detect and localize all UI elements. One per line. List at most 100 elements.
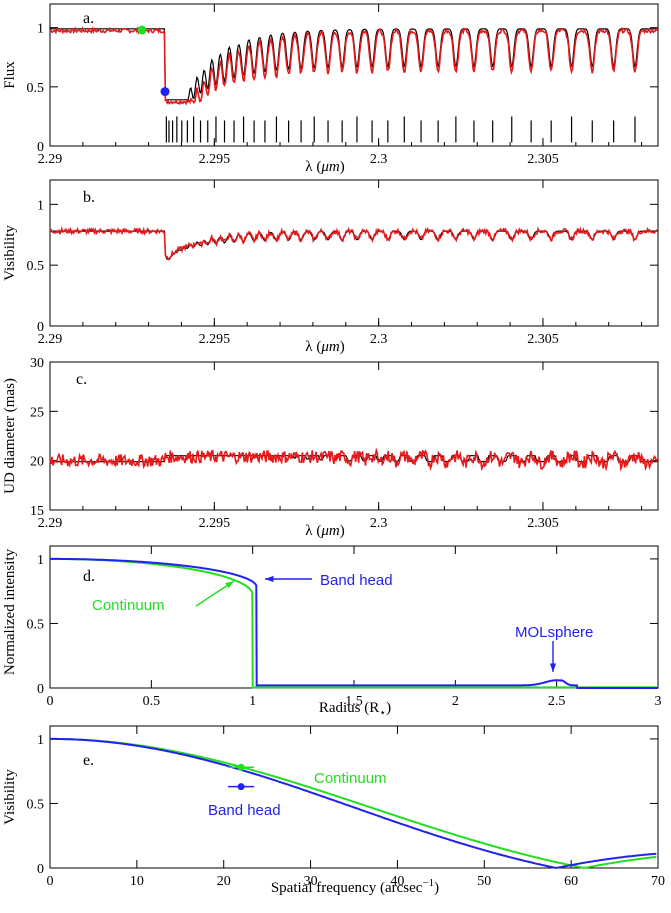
- x-tick-label: 2.3: [370, 152, 388, 167]
- xlabel-lambda: λ (: [305, 159, 321, 175]
- xlabel-spatial: Spatial frequency (arcsec: [271, 880, 423, 896]
- panel-a-letter: a.: [83, 10, 94, 27]
- panel-c-ylabel: UD diameter (mas): [2, 378, 18, 494]
- panel-e-xlabel: Spatial frequency (arcsec−1): [271, 877, 439, 896]
- measured-point: [237, 783, 245, 791]
- annotation-e-continuum: Continuum: [314, 770, 387, 787]
- x-tick-label: 1.5: [345, 694, 363, 709]
- panel-a-ylabel: Flux: [2, 61, 18, 89]
- panel-b-xlabel: λ (μm): [305, 339, 344, 355]
- x-tick-label: 2: [452, 694, 459, 709]
- annotation-molsphere: MOLsphere: [515, 624, 593, 641]
- marker-point: [160, 87, 170, 97]
- y-tick-label: 0.5: [27, 259, 45, 274]
- y-tick-label: 0: [37, 682, 44, 697]
- panel-d-letter: d.: [83, 568, 95, 585]
- x-tick-label: 2.3: [370, 516, 388, 531]
- panel-e-visibility-function: e. Visibility Spatial frequency (arcsec−…: [2, 725, 665, 896]
- x-tick-label: 2.3: [370, 332, 388, 347]
- y-tick-label: 0.5: [27, 797, 45, 812]
- xlabel-radius-sub: ⋆: [379, 707, 386, 719]
- panel-d-xlabel: Radius (R⋆): [319, 700, 391, 719]
- y-tick-label: 0.5: [27, 617, 45, 632]
- xlabel-radius: Radius (R: [319, 700, 379, 716]
- x-tick-label: 0: [47, 874, 54, 889]
- panel-b-ylabel: Visibility: [2, 225, 18, 281]
- y-tick-label: 1: [37, 22, 44, 37]
- x-tick-label: 3: [655, 694, 662, 709]
- x-tick-label: 60: [564, 874, 578, 889]
- x-tick-label: 2.305: [527, 516, 559, 531]
- series-observed-flux: [49, 25, 658, 106]
- y-tick-label: 0.5: [27, 81, 45, 96]
- series-bandhead-visibility: [50, 737, 657, 869]
- x-tick-label: 2.305: [527, 152, 559, 167]
- panel-e-ylabel: Visibility: [2, 769, 18, 825]
- annotation-e-band-head: Band head: [208, 802, 281, 819]
- y-tick-label: 1: [37, 553, 44, 568]
- x-tick-label: 0.5: [143, 694, 161, 709]
- annotation-band-head: Band head: [320, 572, 393, 589]
- panel-b-letter: b.: [83, 189, 95, 206]
- marker-point: [137, 25, 147, 35]
- y-tick-label: 30: [30, 356, 44, 371]
- panel-d-intensity-profile: d. Normalized intensity Radius (R⋆) Band…: [2, 545, 662, 719]
- xlabel-close: ): [340, 339, 345, 355]
- panel-d-frame: [49, 545, 659, 689]
- panel-d-ylabel: Normalized intensity: [2, 548, 18, 675]
- xlabel-mu: μm: [320, 339, 340, 355]
- arrow-band-head-head: [265, 575, 274, 583]
- x-tick-label: 10: [130, 874, 144, 889]
- xlabel-close: ): [340, 159, 345, 175]
- panel-a-xlabel: λ (μm): [305, 159, 344, 175]
- xlabel-lambda: λ (: [305, 523, 321, 539]
- y-tick-label: 0: [37, 140, 44, 155]
- panel-c-ud-diameter: c. UD diameter (mas) λ (μm) 2.29 2.295 2.3…: [2, 356, 659, 539]
- arrow-continuum-head: [225, 581, 234, 589]
- x-tick-label: 50: [477, 874, 491, 889]
- panel-c-xlabel: λ (μm): [305, 523, 344, 539]
- y-tick-label: 25: [30, 405, 44, 420]
- xlabel-close: ): [340, 523, 345, 539]
- series-continuum-intensity: [50, 557, 658, 689]
- y-tick-label: 15: [30, 504, 44, 519]
- x-tick-label: 40: [390, 874, 404, 889]
- y-tick-label: 0: [37, 320, 44, 335]
- panel-e-letter: e.: [83, 752, 94, 769]
- y-tick-label: 1: [37, 733, 44, 748]
- x-tick-label: 20: [217, 874, 231, 889]
- series-observed-ud-diameter: [49, 447, 658, 472]
- x-tick-label: 30: [304, 874, 318, 889]
- panel-e-frame: [49, 725, 659, 869]
- x-tick-label: 2.305: [527, 332, 559, 347]
- xlabel-spatial-sup: −1: [422, 877, 434, 889]
- panel-a-frame: [49, 3, 659, 147]
- panel-a-flux: a. Flux λ (μm) 2.29 2.295 2.3 2.305 0 0.5 1: [2, 3, 659, 175]
- series-bandhead-intensity: [50, 557, 658, 689]
- x-tick-label: 2.29: [38, 516, 63, 531]
- annotation-continuum: Continuum: [92, 597, 165, 614]
- x-tick-label: 0: [47, 694, 54, 709]
- x-tick-label: 2.29: [38, 332, 63, 347]
- series-observed-visibility: [49, 226, 658, 261]
- measured-point: [237, 763, 245, 771]
- x-tick-label: 70: [651, 874, 665, 889]
- xlabel-radius-close: ): [386, 700, 391, 716]
- y-tick-label: 0: [37, 862, 44, 877]
- y-tick-label: 20: [30, 455, 44, 470]
- y-tick-label: 1: [37, 198, 44, 213]
- panel-b-visibility: b. Visibility λ (μm) 2.29 2.295 2.3 2.305 0 0…: [2, 179, 659, 355]
- panel-b-frame: [49, 179, 659, 327]
- x-tick-label: 2.5: [548, 694, 566, 709]
- xlabel-lambda: λ (: [305, 339, 321, 355]
- series-continuum-visibility: [50, 737, 657, 869]
- panel-c-frame: [49, 361, 659, 511]
- arrow-molsphere-head: [549, 663, 557, 672]
- panel-c-letter: c.: [76, 371, 87, 388]
- xlabel-mu: μm: [320, 523, 340, 539]
- xlabel-spatial-close: ): [434, 880, 439, 896]
- x-tick-label: 2.295: [199, 152, 231, 167]
- x-tick-label: 2.295: [199, 516, 231, 531]
- x-tick-label: 1: [249, 694, 256, 709]
